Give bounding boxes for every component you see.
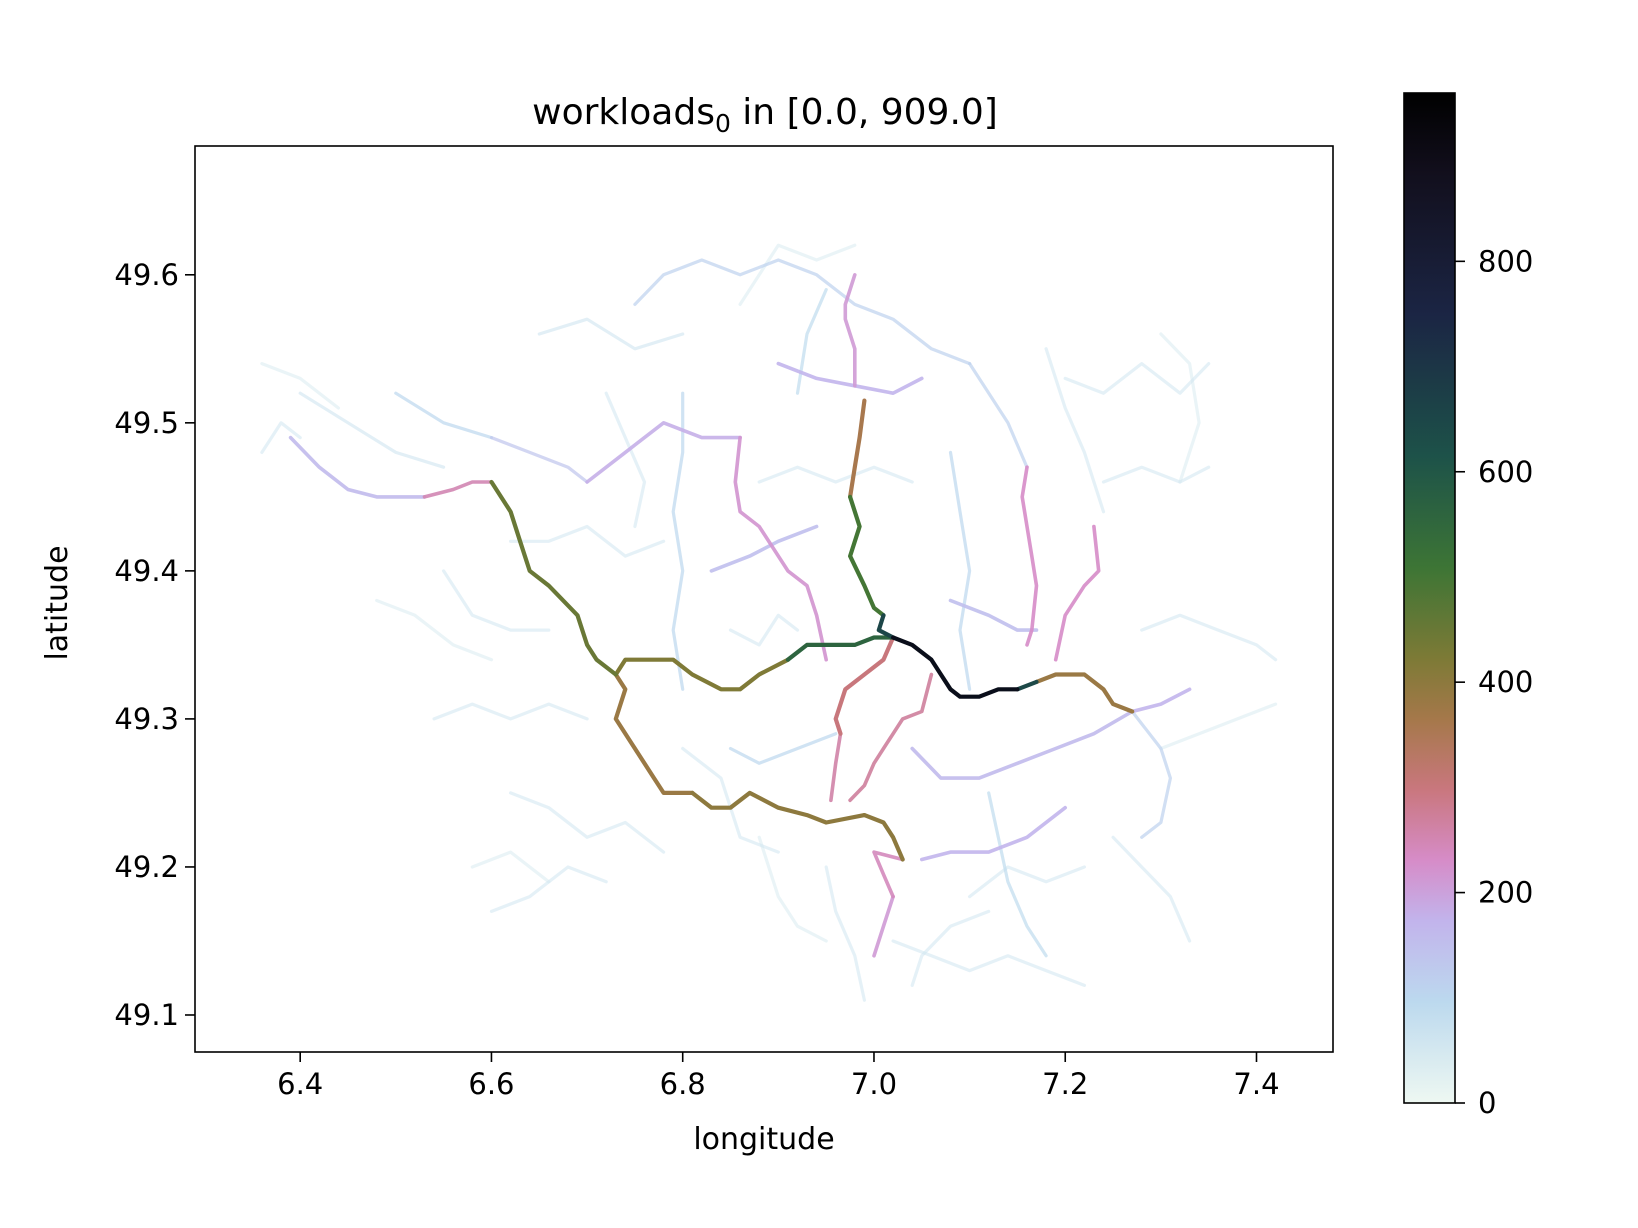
route-segment [604, 391, 647, 529]
route-segment [260, 362, 340, 410]
route-segment [862, 813, 905, 862]
route-segment [585, 421, 742, 484]
route-segment [489, 865, 608, 913]
route-segment [288, 435, 427, 499]
chart-title-main: workloads [532, 92, 715, 133]
route-segment [633, 258, 972, 366]
route-segment [728, 613, 800, 647]
colorbar-tick-label: 0 [1478, 1086, 1496, 1120]
route-segment [948, 450, 972, 691]
route-segment [1053, 524, 1101, 662]
colorbar-tick-label: 200 [1478, 876, 1533, 910]
route-segment [1044, 347, 1106, 514]
route-segment [876, 613, 896, 640]
route-segment [690, 790, 867, 825]
route-segment [757, 835, 828, 943]
x-tick-label: 6.4 [277, 1067, 323, 1101]
y-tick-label: 49.5 [114, 406, 179, 440]
route-segment [1111, 835, 1192, 943]
route-segment [671, 391, 685, 691]
route-segment [260, 421, 302, 454]
route-segment [738, 243, 857, 306]
route-segment [298, 391, 446, 469]
route-segment [728, 732, 838, 765]
y-axis-ticks: 49.1 49.2 49.3 49.4 49.5 49.6 [114, 258, 195, 1032]
route-segment [375, 598, 494, 662]
x-tick-label: 7.2 [1042, 1067, 1088, 1101]
x-tick-label: 7.0 [851, 1067, 897, 1101]
colorbar-ticks: 0 200 400 600 800 [1455, 244, 1533, 1120]
route-segment [968, 865, 1086, 899]
x-axis-ticks: 6.4 6.6 6.8 7.0 7.2 7.4 [277, 1052, 1280, 1101]
route-segment [509, 524, 666, 558]
route-segment [843, 273, 857, 388]
route-segment [785, 635, 896, 662]
y-tick-label: 49.6 [114, 258, 179, 292]
route-segment [442, 569, 551, 632]
route-segment [824, 865, 866, 1002]
route-segment [1063, 362, 1211, 395]
colorbar-frame [1403, 92, 1456, 1104]
route-segment [1130, 709, 1172, 839]
route-segment [470, 850, 551, 884]
colorbar-gradient [1404, 93, 1455, 1103]
y-tick-label: 49.2 [114, 850, 179, 884]
plot-background [195, 146, 1333, 1052]
route-segment [948, 598, 1039, 632]
route-segment [891, 635, 1020, 699]
route-segment [509, 791, 666, 854]
route-segment [1159, 702, 1278, 751]
colorbar-tick-label: 800 [1478, 244, 1533, 278]
route-segment [920, 805, 1067, 862]
route-segment [1015, 679, 1039, 692]
x-axis-label: longitude [693, 1122, 834, 1157]
y-tick-label: 49.3 [114, 702, 179, 736]
route-segment [489, 436, 589, 484]
y-tick-label: 49.4 [114, 554, 179, 588]
route-network [260, 243, 1278, 1002]
colorbar-tick-label: 400 [1478, 665, 1533, 699]
colorbar-tick-label: 600 [1478, 455, 1533, 489]
route-segment [537, 317, 685, 351]
route-segment [733, 435, 828, 662]
x-tick-label: 6.6 [468, 1067, 514, 1101]
route-segment [910, 909, 991, 987]
route-segment [848, 398, 867, 499]
route-segment [1159, 332, 1201, 484]
route-segment [1140, 613, 1278, 662]
route-segment [613, 672, 695, 795]
route-segment [848, 672, 934, 803]
route-segment [709, 524, 819, 573]
route-segment [833, 635, 896, 736]
route-segment [757, 465, 914, 484]
route-segment [1020, 465, 1039, 647]
route-segment [1101, 465, 1211, 484]
route-segment [1034, 672, 1135, 714]
route-segment [489, 479, 618, 677]
route-segment [910, 709, 1134, 780]
plot-frame [194, 145, 1334, 1053]
x-tick-label: 6.8 [660, 1067, 706, 1101]
route-segment [848, 494, 886, 618]
route-segment [987, 791, 1048, 958]
chart-title-subscript: 0 [715, 109, 731, 138]
route-segment [872, 894, 895, 958]
y-axis-label: latitude [40, 545, 75, 660]
route-segment [1130, 687, 1192, 714]
route-segment [394, 391, 494, 440]
route-segment [613, 657, 790, 692]
route-segment [968, 362, 1029, 469]
chart-title-suffix: in [0.0, 909.0] [731, 92, 998, 133]
y-tick-label: 49.1 [114, 998, 179, 1032]
route-segment [432, 702, 589, 721]
route-segment [422, 480, 494, 499]
chart-title: workloads0 in [0.0, 909.0] [532, 92, 998, 138]
route-segment [829, 731, 843, 803]
route-segment [872, 850, 905, 899]
x-tick-label: 7.4 [1233, 1067, 1279, 1101]
